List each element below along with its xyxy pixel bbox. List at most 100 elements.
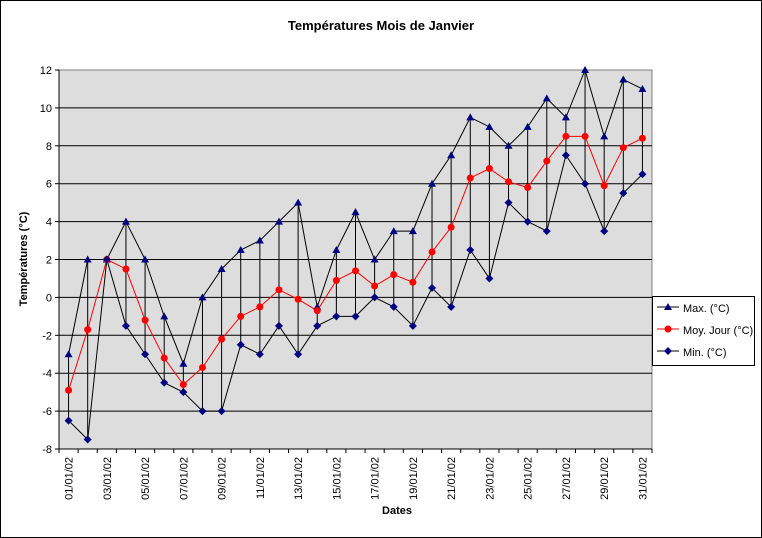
y-tick-label: -6 xyxy=(42,406,52,418)
max-point xyxy=(447,151,456,159)
moy-point xyxy=(638,134,646,142)
moy-point xyxy=(485,165,493,173)
min-point xyxy=(466,246,475,255)
max-point xyxy=(217,264,226,272)
min-point xyxy=(600,227,609,236)
legend-item-max: Max. (°C) xyxy=(653,299,754,319)
max-point xyxy=(466,113,475,121)
x-tick-label: 13/01/02 xyxy=(293,457,305,500)
x-tick-label: 11/01/02 xyxy=(255,457,267,499)
moy-point xyxy=(256,303,264,311)
max-point xyxy=(64,350,73,358)
x-tick-label: 17/01/02 xyxy=(370,457,382,500)
x-tick-label: 07/01/02 xyxy=(178,457,190,500)
legend-item-min: Min. (°C) xyxy=(653,343,754,363)
max-point xyxy=(198,293,207,301)
min-point xyxy=(313,321,322,330)
max-point xyxy=(332,246,341,254)
x-tick-label: 29/01/02 xyxy=(599,457,611,500)
max-point xyxy=(141,255,150,263)
moy-point xyxy=(294,295,302,303)
min-point xyxy=(179,388,188,397)
x-tick-label: 01/01/02 xyxy=(64,457,76,500)
max-point xyxy=(485,122,494,130)
moy-point xyxy=(332,276,340,284)
moy-point xyxy=(581,132,589,140)
min-point xyxy=(523,217,532,226)
legend-item-moy: Moy. Jour (°C) xyxy=(653,321,754,341)
min-point xyxy=(619,189,628,198)
min-point xyxy=(581,179,590,188)
legend-label-moy: Moy. Jour (°C) xyxy=(683,325,754,337)
min-point xyxy=(121,321,130,330)
max-point xyxy=(408,227,417,235)
x-tick-label: 09/01/02 xyxy=(217,457,229,500)
min-point xyxy=(141,350,150,359)
max-point xyxy=(504,141,513,149)
moy-point xyxy=(218,335,226,343)
min-point xyxy=(83,435,92,444)
max-point xyxy=(600,132,609,140)
min-point xyxy=(274,321,283,330)
max-point xyxy=(236,246,245,254)
max-point xyxy=(83,255,92,263)
min-point xyxy=(428,283,437,292)
y-tick-label: 12 xyxy=(40,65,52,77)
max-point xyxy=(428,179,437,187)
max-point xyxy=(581,66,590,73)
moy-point xyxy=(524,183,532,191)
min-point xyxy=(447,302,456,311)
x-tick-label: 03/01/02 xyxy=(102,457,114,500)
max-point xyxy=(619,75,628,83)
max-point xyxy=(561,113,570,121)
moy-point xyxy=(505,178,513,186)
x-tick-label: 19/01/02 xyxy=(408,457,420,500)
moy-point xyxy=(122,265,130,273)
moy-point xyxy=(352,267,359,275)
moy-point xyxy=(84,326,92,334)
min-point xyxy=(102,255,111,264)
moy-point xyxy=(619,144,627,152)
x-tick-label: 23/01/02 xyxy=(484,457,496,500)
moy-point xyxy=(160,354,168,362)
max-point xyxy=(389,227,398,235)
x-tick-label: 31/01/02 xyxy=(637,457,649,500)
x-tick-label: 05/01/02 xyxy=(140,457,152,500)
max-point xyxy=(370,255,379,263)
x-tick-label: 27/01/02 xyxy=(561,457,573,500)
y-tick-label: -4 xyxy=(42,368,52,380)
y-tick-label: -8 xyxy=(42,444,52,456)
min-point xyxy=(485,274,494,283)
chart-title: Températures Mois de Janvier xyxy=(287,18,475,33)
min-point xyxy=(561,151,570,160)
min-point xyxy=(217,407,226,416)
y-tick-label: 10 xyxy=(40,103,52,115)
max-point xyxy=(179,359,188,367)
min-point xyxy=(370,293,379,302)
min-point xyxy=(236,340,245,349)
min-point xyxy=(504,198,513,207)
max-point xyxy=(160,312,169,320)
max-point xyxy=(274,217,283,225)
min-point xyxy=(408,321,417,330)
min-point xyxy=(255,350,264,359)
max-point xyxy=(121,217,130,225)
y-tick-label: 2 xyxy=(46,255,52,267)
moy-point xyxy=(428,248,436,256)
moy-point xyxy=(65,386,73,394)
y-tick-label: 4 xyxy=(46,217,52,229)
min-point xyxy=(160,378,169,387)
max-point xyxy=(638,84,647,92)
moy-point xyxy=(237,312,245,320)
min-point xyxy=(638,170,647,179)
min-point xyxy=(389,302,398,311)
y-axis-title: Températures (°C) xyxy=(18,211,30,307)
x-axis-title: Dates xyxy=(382,505,412,517)
x-tick-label: 15/01/02 xyxy=(331,457,343,500)
moy-point xyxy=(371,282,379,290)
y-tick-label: 8 xyxy=(46,141,52,153)
min-point xyxy=(332,312,341,321)
moy-point xyxy=(562,132,570,140)
min-point xyxy=(351,312,360,321)
moy-point xyxy=(179,381,187,389)
